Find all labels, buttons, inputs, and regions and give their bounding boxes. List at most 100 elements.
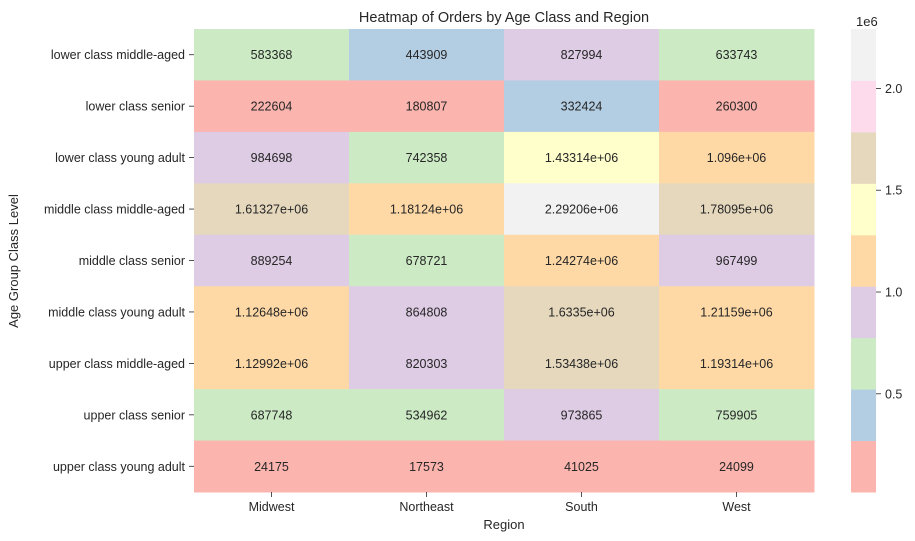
cell-annotation: 1.12648e+06	[235, 305, 308, 319]
cell-annotation: 687748	[251, 408, 293, 422]
y-tick-label: lower class young adult	[55, 151, 185, 165]
cell-annotation: 864808	[406, 305, 448, 319]
heatmap-cell	[194, 183, 350, 236]
cell-annotation: 1.12992e+06	[235, 357, 308, 371]
cell-annotation: 1.24274e+06	[545, 254, 618, 268]
heatmap-cell	[659, 131, 815, 184]
heatmap-cell	[504, 440, 660, 493]
colorbar-multiplier-label: 1e6	[856, 14, 878, 29]
cell-annotation: 742358	[406, 151, 448, 165]
heatmap-cell	[349, 29, 505, 81]
cell-annotation: 1.18124e+06	[390, 203, 463, 217]
heatmap-cell	[349, 286, 505, 339]
colorbar-band	[851, 131, 876, 184]
cell-annotation: 759905	[716, 408, 758, 422]
heatmap-cell	[504, 389, 660, 442]
cell-annotation: 984698	[251, 151, 293, 165]
heatmap-cell	[659, 286, 815, 339]
colorbar-band	[851, 80, 876, 133]
heatmap-cell	[504, 80, 660, 133]
heatmap-cell	[349, 131, 505, 184]
cell-annotation: 583368	[251, 48, 293, 62]
colorbar-band	[851, 234, 876, 287]
cell-annotation: 1.19314e+06	[700, 357, 773, 371]
heatmap-cell	[659, 183, 815, 236]
x-tick-label: Northeast	[399, 500, 454, 514]
heatmap-cell	[194, 440, 350, 493]
cell-annotations: 583368 443909 827994 633743 222604 180807 3324…	[235, 48, 773, 474]
heatmap-cell	[349, 389, 505, 442]
colorbar-tick-label: 2.0	[885, 82, 902, 96]
y-axis-ticks: lower class middle-aged lower class senio…	[44, 48, 194, 474]
cell-annotation: 24175	[254, 460, 289, 474]
colorbar-tick-label: 0.5	[885, 387, 902, 401]
cell-annotation: 2.29206e+06	[545, 203, 618, 217]
cell-annotation: 1.43314e+06	[545, 151, 618, 165]
y-tick-label: upper class middle-aged	[49, 357, 185, 371]
heatmap-cell	[349, 234, 505, 287]
cell-annotation: 1.78095e+06	[700, 203, 773, 217]
heatmap-cell	[349, 80, 505, 133]
x-tick-label: West	[722, 500, 751, 514]
colorbar-band	[851, 286, 876, 339]
y-tick-label: upper class senior	[84, 408, 185, 422]
cell-annotation: 222604	[251, 100, 293, 114]
cell-annotation: 24099	[719, 460, 754, 474]
heatmap-cell	[349, 337, 505, 390]
cell-annotation: 967499	[716, 254, 758, 268]
x-tick-label: South	[565, 500, 598, 514]
heatmap-cell	[194, 286, 350, 339]
cell-annotation: 827994	[561, 48, 603, 62]
y-tick-label: lower class middle-aged	[51, 48, 185, 62]
colorbar-band	[851, 29, 876, 81]
heatmap-cell	[504, 234, 660, 287]
heatmap-cell	[349, 440, 505, 493]
cell-annotation: 17573	[409, 460, 444, 474]
cell-annotation: 1.21159e+06	[700, 305, 772, 319]
x-tick-label: Midwest	[249, 500, 295, 514]
cell-annotation: 443909	[406, 48, 448, 62]
cell-annotation: 1.61327e+06	[235, 203, 308, 217]
heatmap-cell	[659, 29, 815, 81]
y-tick-label: middle class young adult	[48, 305, 185, 319]
cell-annotation: 180807	[406, 100, 448, 114]
heatmap-cell	[659, 440, 815, 493]
y-tick-label: lower class senior	[86, 100, 185, 114]
heatmap-cell	[194, 234, 350, 287]
colorbar: 0.5 1.0 1.5 2.0	[851, 29, 902, 493]
colorbar-band	[851, 337, 876, 390]
heatmap-cell	[194, 80, 350, 133]
colorbar-band	[851, 440, 876, 493]
y-tick-label: upper class young adult	[53, 460, 186, 474]
cell-annotation: 1.096e+06	[707, 151, 766, 165]
cell-annotation: 1.53438e+06	[545, 357, 618, 371]
cell-annotation: 1.6335e+06	[548, 305, 614, 319]
chart-title: Heatmap of Orders by Age Class and Regio…	[359, 10, 649, 26]
y-axis-label: Age Group Class Level	[6, 194, 21, 328]
x-axis-label: Region	[483, 517, 524, 532]
cell-annotation: 633743	[716, 48, 758, 62]
y-tick-label: middle class senior	[79, 254, 185, 268]
heatmap-cell	[659, 337, 815, 390]
cell-annotation: 260300	[716, 100, 758, 114]
cell-annotation: 332424	[561, 100, 603, 114]
heatmap-cell	[194, 29, 350, 81]
cell-annotation: 534962	[406, 408, 448, 422]
heatmap-cell	[349, 183, 505, 236]
x-axis-ticks: Midwest Northeast South West	[249, 492, 751, 514]
cell-annotation: 820303	[406, 357, 448, 371]
heatmap-cell	[194, 337, 350, 390]
cell-annotation: 973865	[561, 408, 603, 422]
heatmap-cell	[659, 234, 815, 287]
y-tick-label: middle class middle-aged	[44, 203, 185, 217]
cell-annotation: 41025	[564, 460, 599, 474]
heatmap-cell	[504, 131, 660, 184]
colorbar-tick-label: 1.5	[885, 184, 902, 198]
heatmap-cell	[194, 389, 350, 442]
cell-annotation: 889254	[251, 254, 293, 268]
heatmap-cell	[194, 131, 350, 184]
cell-annotation: 678721	[406, 254, 448, 268]
heatmap-cell	[504, 183, 660, 236]
colorbar-band	[851, 389, 876, 442]
